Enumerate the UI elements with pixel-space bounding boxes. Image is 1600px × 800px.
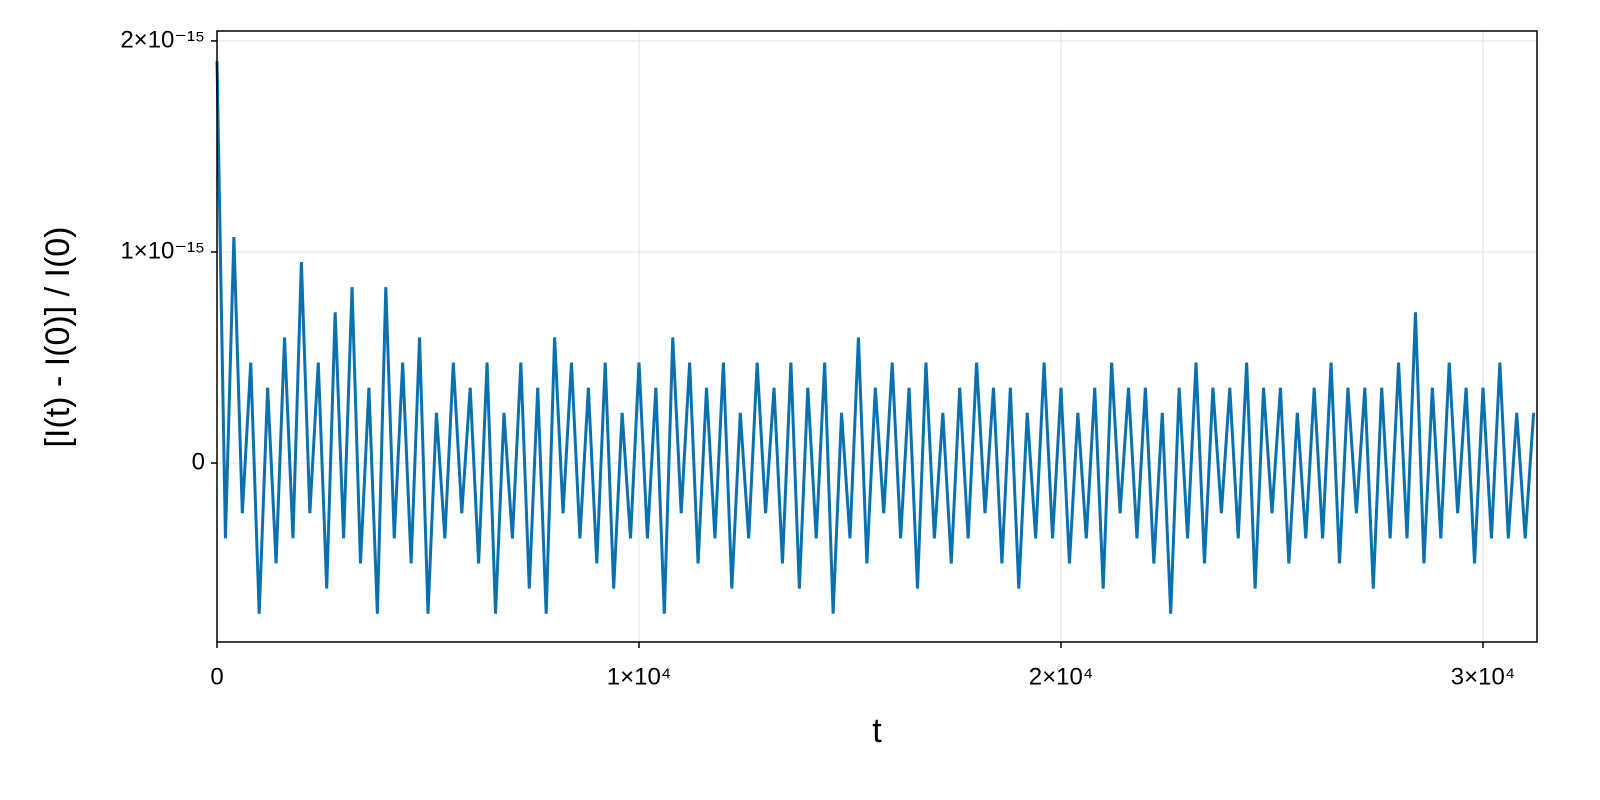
y-tick-label: 1×10⁻¹⁵ [120, 237, 205, 264]
x-tick-label: 0 [210, 663, 223, 690]
y-tick-label: 0 [192, 448, 205, 475]
x-tick-label: 3×10⁴ [1451, 663, 1515, 690]
x-axis-label: t [872, 712, 882, 750]
plot-frame [216, 30, 1538, 643]
y-axis-label: [I(t) - I(0)] / I(0) [39, 227, 77, 448]
x-tick-label: 1×10⁴ [607, 663, 671, 690]
x-tick-label: 2×10⁴ [1029, 663, 1093, 690]
y-tick-label: 2×10⁻¹⁵ [120, 26, 205, 53]
data-line [215, 61, 1536, 614]
